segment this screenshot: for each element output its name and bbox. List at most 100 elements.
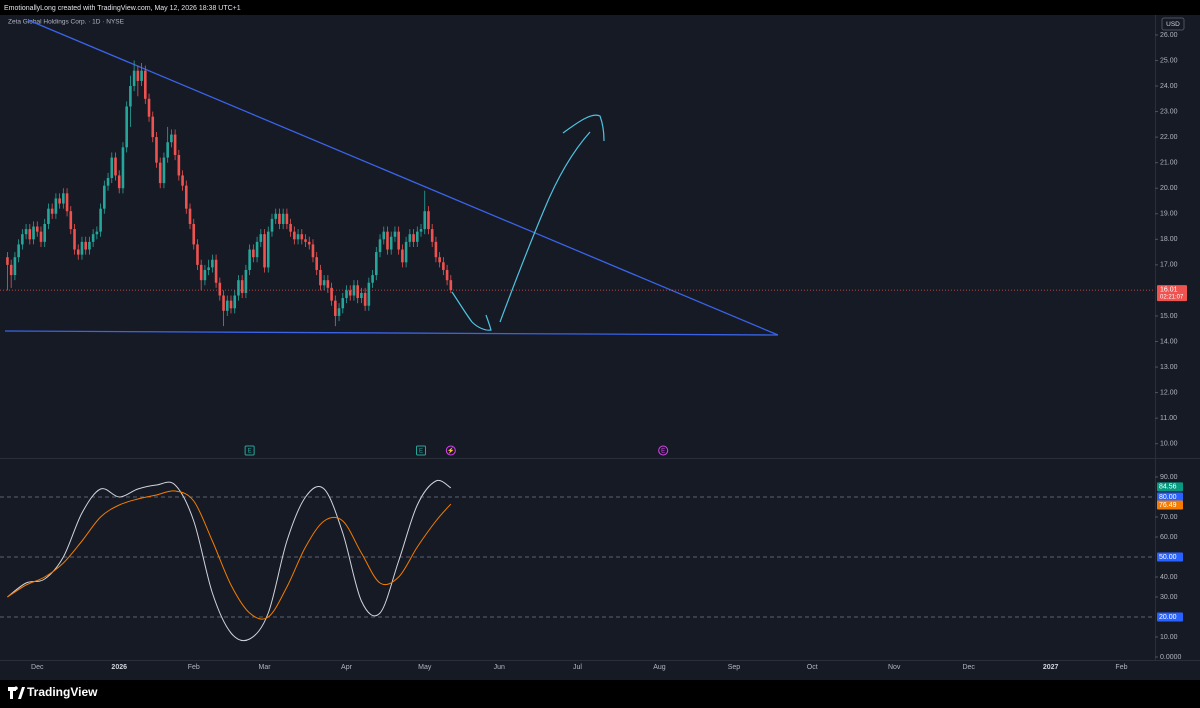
candle-body: [278, 213, 281, 224]
candle-body: [386, 231, 389, 250]
candle-body: [95, 231, 99, 235]
candle-body: [140, 70, 143, 81]
candle-body: [188, 208, 192, 224]
candle-body: [389, 236, 393, 250]
y-tick-label: 17.00: [1160, 262, 1178, 269]
candle-body: [356, 285, 359, 299]
candle-body: [80, 241, 84, 255]
candle-body: [378, 239, 382, 253]
countdown: 02:21:07: [1160, 295, 1184, 301]
event-label: E: [419, 448, 423, 454]
x-tick-label: Jun: [494, 664, 505, 671]
candle-body: [274, 213, 278, 219]
level-tag-bg: [1157, 552, 1183, 562]
candle-body: [240, 280, 244, 293]
candle-body: [65, 193, 69, 212]
candle-body: [311, 244, 315, 258]
candle-body: [43, 223, 47, 242]
event-marker: [416, 445, 427, 456]
candle-body: [144, 70, 147, 99]
candle-body: [375, 252, 378, 276]
level-tag: 80.00: [1159, 494, 1177, 501]
candle-body: [408, 234, 412, 242]
trendline: [27, 19, 779, 336]
last-price-tag-bg: [1157, 285, 1187, 302]
candle-body: [28, 229, 32, 240]
candle-body: [103, 185, 106, 209]
candle-body: [341, 298, 345, 309]
candle-body: [214, 259, 218, 283]
candle-body: [69, 211, 73, 230]
candle-body: [166, 142, 169, 158]
candle-body: [203, 269, 207, 281]
candle-body: [326, 280, 330, 288]
candle-body: [121, 147, 125, 189]
candle-body: [419, 229, 423, 232]
candle-body: [13, 257, 17, 276]
candle-body: [401, 249, 404, 263]
candle-body: [110, 157, 114, 178]
candle-body: [54, 198, 58, 214]
y-tick-label: 13.00: [1160, 364, 1178, 371]
candle-body: [434, 241, 438, 258]
candle-body: [315, 257, 318, 270]
last-price-tag: 16.01: [1160, 286, 1178, 293]
y-tick-label: 23.00: [1160, 108, 1178, 115]
candle-body: [21, 234, 24, 245]
event-marker: [244, 445, 255, 456]
candle-body: [50, 208, 54, 214]
candle-body: [181, 175, 184, 186]
oscillator-line: [7, 479, 452, 642]
candle-body: [345, 290, 348, 299]
candle-body: [423, 211, 427, 230]
candle-body: [199, 264, 203, 281]
candle-body: [129, 86, 132, 107]
candle-body: [32, 226, 35, 240]
candle-body: [117, 175, 121, 189]
brand-logo: [8, 686, 25, 699]
candle-body: [449, 280, 453, 291]
y-tick-label: 22.00: [1160, 134, 1178, 141]
x-tick-label: Feb: [1115, 664, 1127, 671]
footer: [0, 680, 1200, 708]
x-tick-label: Dec: [962, 664, 975, 671]
candle-body: [132, 70, 136, 87]
event-label: E: [248, 448, 252, 454]
candle-body: [9, 264, 13, 276]
candle-body: [17, 244, 20, 258]
candle-body: [304, 239, 307, 242]
y-tick-label: 25.00: [1160, 57, 1178, 64]
chart-area: [0, 15, 1200, 680]
candle-body: [114, 157, 117, 176]
x-tick-label: Feb: [188, 664, 200, 671]
candle-body: [360, 292, 363, 299]
candle-body: [177, 155, 181, 176]
y-tick-label: 20.00: [1160, 185, 1178, 192]
y-tick-label: 11.00: [1160, 415, 1177, 422]
candle-body: [229, 300, 233, 309]
level-tag: 20.00: [1159, 614, 1177, 621]
y-tick-label: 60.00: [1160, 534, 1178, 541]
brand-name: TradingView: [27, 685, 98, 699]
y-tick-label: 30.00: [1160, 594, 1178, 601]
candle-body: [244, 269, 248, 293]
y-tick-label: 12.00: [1160, 389, 1178, 396]
candle-body: [47, 208, 50, 224]
candle-body: [445, 269, 449, 281]
candle-body: [438, 257, 441, 263]
event-marker: [658, 445, 669, 456]
candle-body: [289, 223, 292, 232]
candle-body: [293, 231, 296, 240]
last-value-tag-bg: [1157, 500, 1183, 510]
y-tick-label: 0.0000: [1160, 654, 1182, 661]
event-label: ⚡: [447, 446, 454, 454]
candle-body: [397, 231, 400, 250]
currency-button[interactable]: [1161, 17, 1185, 31]
candle-body: [404, 241, 408, 263]
y-tick-label: 18.00: [1160, 236, 1178, 243]
level-tag-bg: [1157, 492, 1183, 502]
currency-label[interactable]: USD: [1166, 21, 1180, 28]
candle-body: [170, 134, 173, 143]
candle-body: [319, 269, 322, 286]
